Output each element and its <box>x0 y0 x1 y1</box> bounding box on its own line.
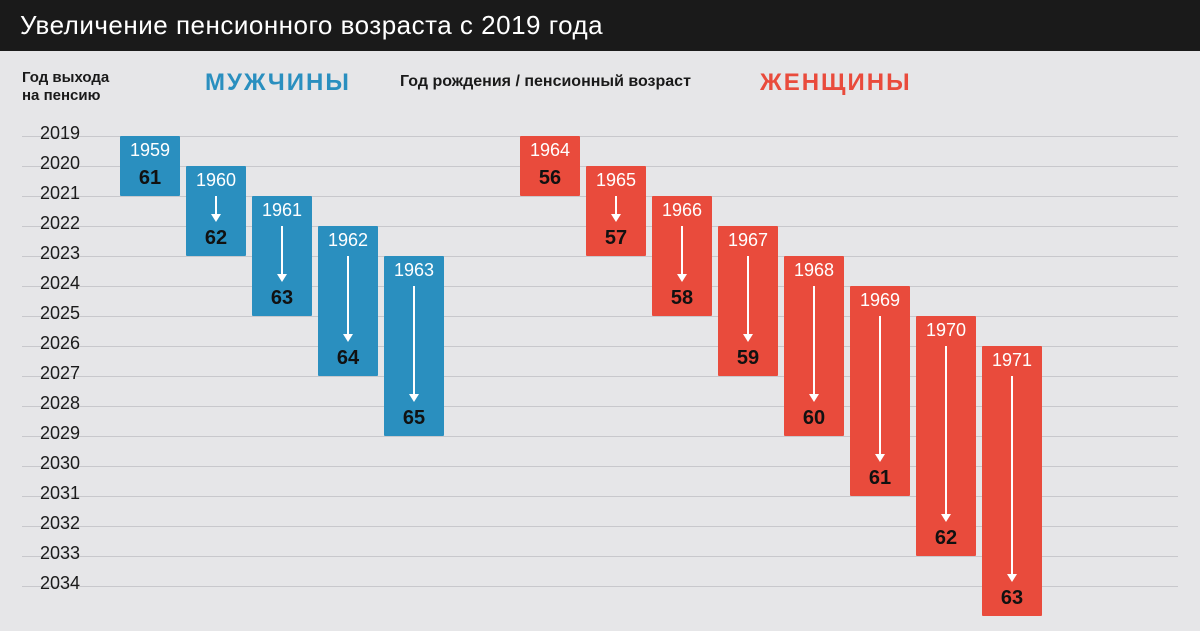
chart-area: Год выходана пенсию МУЖЧИНЫ ЖЕНЩИНЫ Год … <box>0 51 1200 631</box>
year-label: 2030 <box>40 453 80 474</box>
men-bar: 1963 65 <box>384 256 444 436</box>
men-age: 63 <box>252 287 312 310</box>
arrow-down-icon <box>747 256 749 334</box>
arrow-down-head-icon <box>743 334 753 342</box>
grid-row: 2023 <box>22 256 1178 257</box>
women-age: 57 <box>586 227 646 250</box>
women-birth-year: 1965 <box>586 170 646 191</box>
men-age: 65 <box>384 407 444 430</box>
women-bar: 1968 60 <box>784 256 844 436</box>
women-birth-year: 1966 <box>652 200 712 221</box>
year-label: 2028 <box>40 393 80 414</box>
women-bar: 1969 61 <box>850 286 910 496</box>
arrow-down-icon <box>615 196 617 214</box>
women-bar: 1964 56 <box>520 136 580 196</box>
y-axis-header: Год выходана пенсию <box>22 69 109 105</box>
arrow-down-head-icon <box>409 394 419 402</box>
year-label: 2031 <box>40 483 80 504</box>
women-age: 62 <box>916 527 976 550</box>
arrow-down-icon <box>681 226 683 274</box>
arrow-down-head-icon <box>941 514 951 522</box>
men-bar: 1959 61 <box>120 136 180 196</box>
arrow-down-icon <box>879 316 881 454</box>
sub-header: Год рождения / пенсионный возраст <box>400 73 691 91</box>
arrow-down-head-icon <box>611 214 621 222</box>
men-birth-year: 1961 <box>252 200 312 221</box>
women-bar: 1970 62 <box>916 316 976 556</box>
arrow-down-icon <box>945 346 947 514</box>
year-label: 2027 <box>40 363 80 384</box>
men-bar: 1962 64 <box>318 226 378 376</box>
year-label: 2032 <box>40 513 80 534</box>
women-birth-year: 1969 <box>850 290 910 311</box>
year-label: 2022 <box>40 213 80 234</box>
year-label: 2020 <box>40 153 80 174</box>
arrow-down-icon <box>347 256 349 334</box>
women-bar: 1965 57 <box>586 166 646 256</box>
women-birth-year: 1971 <box>982 350 1042 371</box>
grid-row: 2025 <box>22 316 1178 317</box>
women-age: 56 <box>520 167 580 190</box>
arrow-down-head-icon <box>809 394 819 402</box>
women-group-label: ЖЕНЩИНЫ <box>760 69 912 97</box>
arrow-down-head-icon <box>677 274 687 282</box>
year-label: 2023 <box>40 243 80 264</box>
arrow-down-head-icon <box>1007 574 1017 582</box>
men-age: 61 <box>120 167 180 190</box>
grid-row: 2019 <box>22 136 1178 137</box>
women-bar: 1966 58 <box>652 196 712 316</box>
men-bar: 1960 62 <box>186 166 246 256</box>
women-birth-year: 1967 <box>718 230 778 251</box>
women-birth-year: 1968 <box>784 260 844 281</box>
arrow-down-icon <box>413 286 415 394</box>
women-birth-year: 1964 <box>520 140 580 161</box>
grid-row: 2024 <box>22 286 1178 287</box>
year-label: 2026 <box>40 333 80 354</box>
arrow-down-head-icon <box>875 454 885 462</box>
women-age: 61 <box>850 467 910 490</box>
women-bar: 1967 59 <box>718 226 778 376</box>
year-label: 2029 <box>40 423 80 444</box>
men-bar: 1961 63 <box>252 196 312 316</box>
year-label: 2034 <box>40 573 80 594</box>
year-label: 2019 <box>40 123 80 144</box>
arrow-down-icon <box>813 286 815 394</box>
arrow-down-head-icon <box>343 334 353 342</box>
men-birth-year: 1959 <box>120 140 180 161</box>
year-label: 2033 <box>40 543 80 564</box>
men-birth-year: 1962 <box>318 230 378 251</box>
men-age: 62 <box>186 227 246 250</box>
arrow-down-icon <box>1011 376 1013 574</box>
arrow-down-head-icon <box>211 214 221 222</box>
arrow-down-icon <box>215 196 217 214</box>
year-label: 2024 <box>40 273 80 294</box>
men-age: 64 <box>318 347 378 370</box>
women-age: 59 <box>718 347 778 370</box>
arrow-down-head-icon <box>277 274 287 282</box>
women-age: 58 <box>652 287 712 310</box>
women-bar: 1971 63 <box>982 346 1042 616</box>
women-age: 63 <box>982 587 1042 610</box>
men-birth-year: 1963 <box>384 260 444 281</box>
chart-title: Увеличение пенсионного возраста с 2019 г… <box>0 0 1200 51</box>
men-birth-year: 1960 <box>186 170 246 191</box>
year-label: 2025 <box>40 303 80 324</box>
women-age: 60 <box>784 407 844 430</box>
arrow-down-icon <box>281 226 283 274</box>
year-label: 2021 <box>40 183 80 204</box>
women-birth-year: 1970 <box>916 320 976 341</box>
men-group-label: МУЖЧИНЫ <box>205 69 351 97</box>
